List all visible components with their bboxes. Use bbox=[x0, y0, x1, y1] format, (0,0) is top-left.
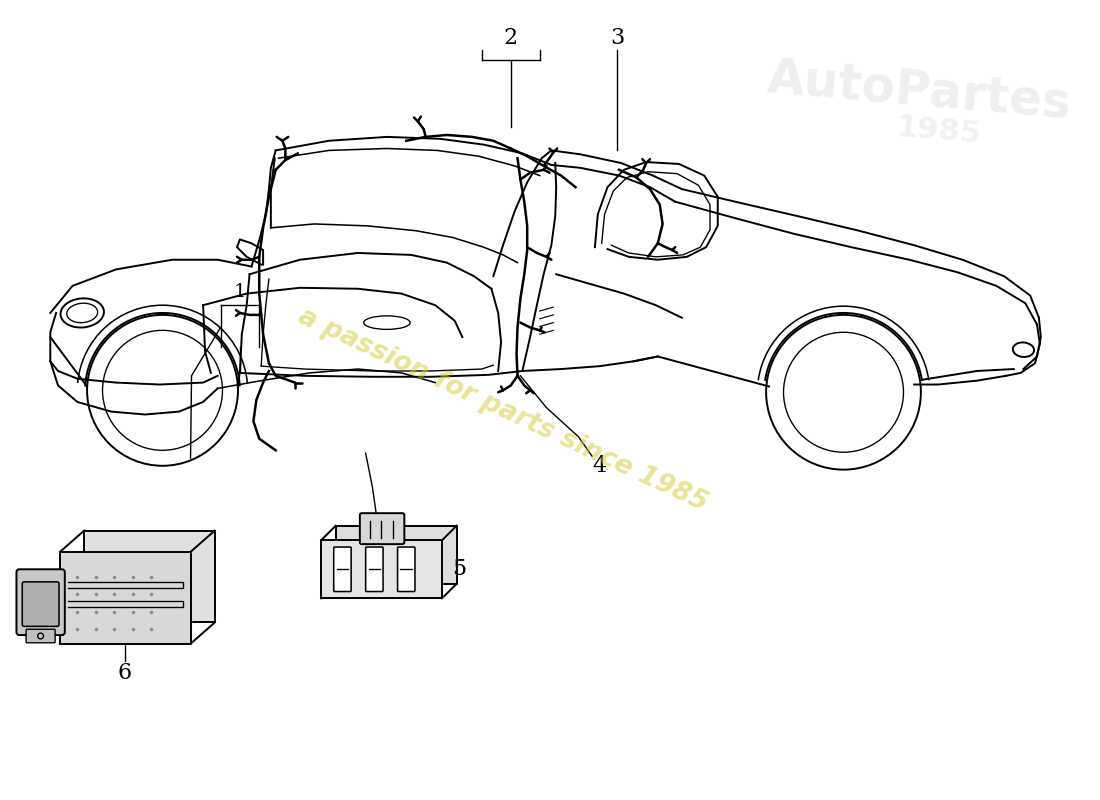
Text: a passion for parts since 1985: a passion for parts since 1985 bbox=[295, 303, 712, 516]
Circle shape bbox=[87, 315, 238, 466]
Ellipse shape bbox=[60, 298, 103, 327]
FancyBboxPatch shape bbox=[365, 547, 383, 591]
Polygon shape bbox=[60, 552, 190, 644]
Text: 1: 1 bbox=[233, 282, 246, 301]
Text: 2: 2 bbox=[504, 27, 518, 50]
Text: 4: 4 bbox=[593, 454, 607, 477]
Polygon shape bbox=[321, 540, 442, 598]
Polygon shape bbox=[85, 530, 214, 622]
FancyBboxPatch shape bbox=[26, 630, 55, 642]
Ellipse shape bbox=[364, 316, 410, 330]
Text: 1985: 1985 bbox=[894, 113, 982, 150]
FancyBboxPatch shape bbox=[333, 547, 351, 591]
FancyBboxPatch shape bbox=[22, 582, 59, 626]
Text: 6: 6 bbox=[118, 662, 132, 684]
Text: AutoPartes: AutoPartes bbox=[764, 54, 1074, 128]
Text: 3: 3 bbox=[610, 27, 625, 50]
FancyBboxPatch shape bbox=[16, 570, 65, 635]
Text: 5: 5 bbox=[452, 558, 466, 580]
FancyBboxPatch shape bbox=[360, 513, 405, 544]
FancyBboxPatch shape bbox=[397, 547, 415, 591]
Polygon shape bbox=[336, 526, 456, 584]
Ellipse shape bbox=[1013, 342, 1034, 357]
Circle shape bbox=[766, 315, 921, 470]
